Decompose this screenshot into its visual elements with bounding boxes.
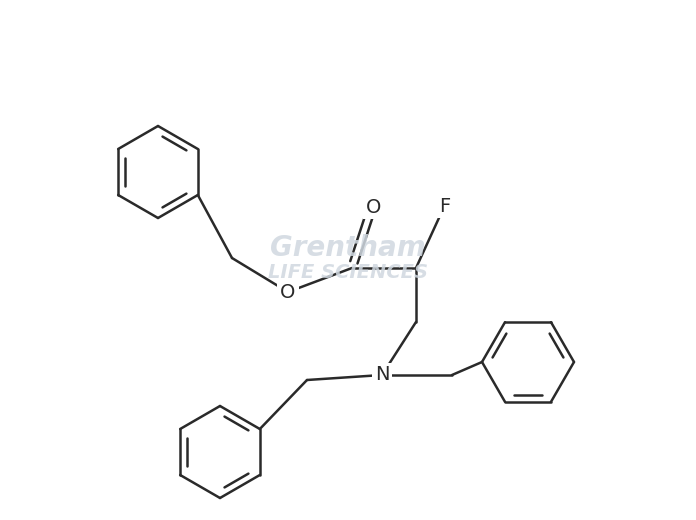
Text: Grentham: Grentham	[270, 234, 426, 262]
Text: N: N	[374, 366, 389, 384]
Text: O: O	[366, 198, 381, 216]
Text: F: F	[439, 197, 450, 215]
Text: LIFE SCIENCES: LIFE SCIENCES	[268, 263, 428, 281]
Text: O: O	[280, 282, 296, 302]
